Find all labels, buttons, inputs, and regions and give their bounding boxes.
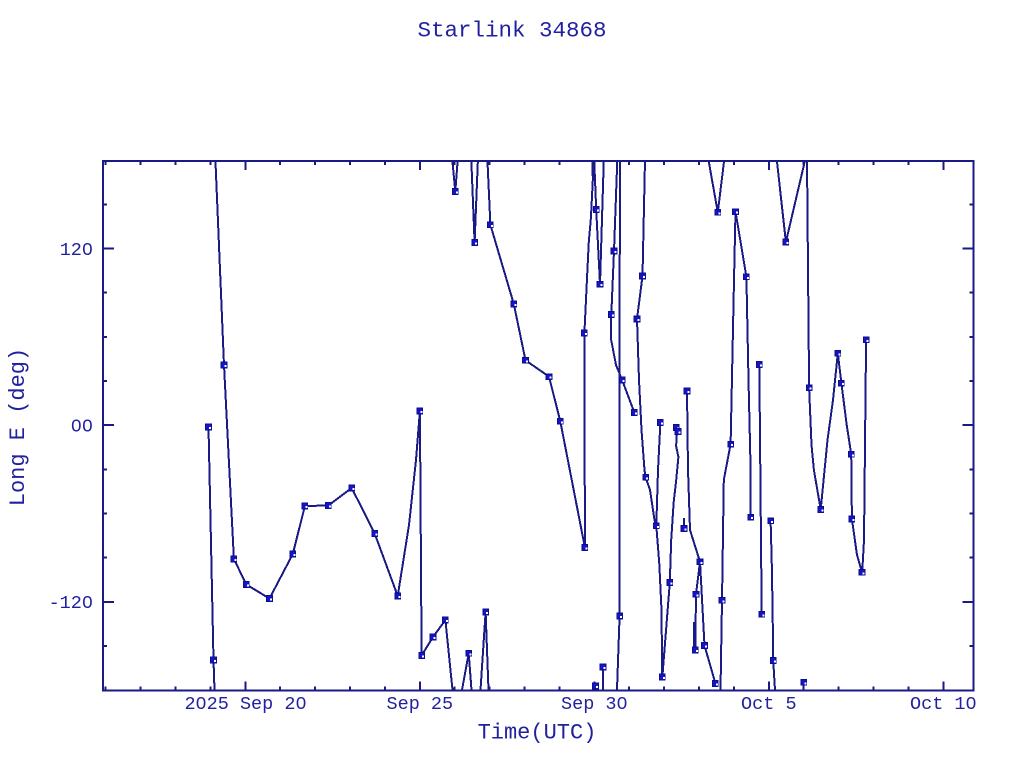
svg-text:Starlink 34868: Starlink 34868: [417, 18, 606, 44]
svg-text:-120: -120: [49, 593, 93, 614]
svg-text:Sep 25: Sep 25: [386, 694, 453, 715]
svg-text:00: 00: [71, 417, 93, 438]
svg-text:Sep 30: Sep 30: [561, 694, 628, 715]
svg-text:2025 Sep 20: 2025 Sep 20: [184, 694, 306, 715]
svg-text:Time(UTC): Time(UTC): [478, 721, 597, 746]
svg-text:Oct 10: Oct 10: [910, 694, 977, 715]
svg-text:Long E (deg): Long E (deg): [6, 348, 31, 506]
svg-text:Oct 5: Oct 5: [741, 694, 797, 715]
svg-text:120: 120: [60, 240, 93, 261]
